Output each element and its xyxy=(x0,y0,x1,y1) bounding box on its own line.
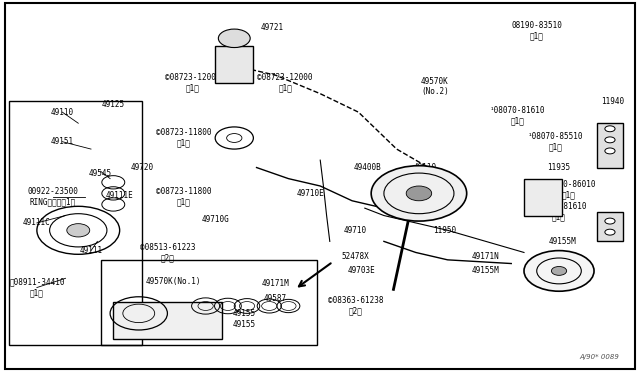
Text: ¹08070-81610
（1）: ¹08070-81610 （1） xyxy=(531,202,587,222)
Text: 49110: 49110 xyxy=(51,108,74,117)
Text: 49151: 49151 xyxy=(51,137,74,146)
Text: 49710G: 49710G xyxy=(202,215,229,224)
Text: 49710: 49710 xyxy=(344,226,367,235)
Circle shape xyxy=(218,29,250,48)
Text: A/90* 0089: A/90* 0089 xyxy=(580,353,620,359)
Text: 49570K(No.1): 49570K(No.1) xyxy=(146,278,202,286)
Bar xyxy=(597,123,623,167)
Text: 49155M: 49155M xyxy=(548,237,576,246)
Text: 11935: 11935 xyxy=(547,163,571,172)
Circle shape xyxy=(406,186,431,201)
Bar xyxy=(215,46,253,83)
Bar xyxy=(524,179,562,215)
Circle shape xyxy=(67,224,90,237)
Bar xyxy=(113,302,221,339)
Text: 11925: 11925 xyxy=(433,189,456,198)
Text: 49155: 49155 xyxy=(232,320,255,329)
Text: ¹08070-81610
（1）: ¹08070-81610 （1） xyxy=(490,106,545,125)
Text: 49171M: 49171M xyxy=(262,279,289,288)
Text: 49111: 49111 xyxy=(79,246,102,255)
Bar xyxy=(100,260,317,345)
Text: 49110K: 49110K xyxy=(150,303,178,312)
Text: 49155: 49155 xyxy=(232,309,255,318)
Text: 49111E: 49111E xyxy=(106,191,134,200)
Text: ¹08070-86010
（1）: ¹08070-86010 （1） xyxy=(541,180,596,199)
Text: ©08723-12000
（1）: ©08723-12000 （1） xyxy=(165,73,221,92)
Text: 11950: 11950 xyxy=(433,226,456,235)
Text: 49710E: 49710E xyxy=(297,189,324,198)
Text: 49111C: 49111C xyxy=(23,218,51,227)
Text: ©08513-61223
（2）: ©08513-61223 （2） xyxy=(140,243,195,262)
Circle shape xyxy=(552,266,566,275)
Text: 49400B: 49400B xyxy=(354,163,382,172)
Text: ©08363-61238
（2）: ©08363-61238 （2） xyxy=(328,296,383,316)
Circle shape xyxy=(605,218,615,224)
Bar xyxy=(597,212,623,241)
Text: 49587: 49587 xyxy=(264,294,287,303)
Text: 49720: 49720 xyxy=(131,163,154,172)
Circle shape xyxy=(605,148,615,154)
Text: ¹08070-85510
（1）: ¹08070-85510 （1） xyxy=(528,132,584,151)
Text: 49171N: 49171N xyxy=(472,251,500,261)
Text: 49110: 49110 xyxy=(413,163,437,172)
Text: ©08723-11800
（1）: ©08723-11800 （1） xyxy=(156,187,211,207)
Text: ©08723-11800
（1）: ©08723-11800 （1） xyxy=(156,128,211,148)
Circle shape xyxy=(605,229,615,235)
Text: 11940: 11940 xyxy=(602,97,625,106)
Circle shape xyxy=(371,166,467,221)
Text: 49703E: 49703E xyxy=(348,266,376,275)
Text: ⓝ08911-34410
（1）: ⓝ08911-34410 （1） xyxy=(9,278,65,297)
Text: 49570K
(No.2): 49570K (No.2) xyxy=(421,77,449,96)
Circle shape xyxy=(605,137,615,143)
Bar xyxy=(10,101,142,345)
Text: 49721: 49721 xyxy=(261,23,284,32)
Text: 00922-23500
RINGリング（1）: 00922-23500 RINGリング（1） xyxy=(28,187,78,207)
Text: 52478X: 52478X xyxy=(341,251,369,261)
Circle shape xyxy=(605,126,615,132)
Text: 49545: 49545 xyxy=(89,169,112,177)
Text: 08190-83510
（1）: 08190-83510 （1） xyxy=(511,21,562,41)
Circle shape xyxy=(524,251,594,291)
Text: 49155M: 49155M xyxy=(472,266,500,275)
Text: 49125: 49125 xyxy=(102,100,125,109)
Text: ©08723-12000
（1）: ©08723-12000 （1） xyxy=(257,73,313,92)
